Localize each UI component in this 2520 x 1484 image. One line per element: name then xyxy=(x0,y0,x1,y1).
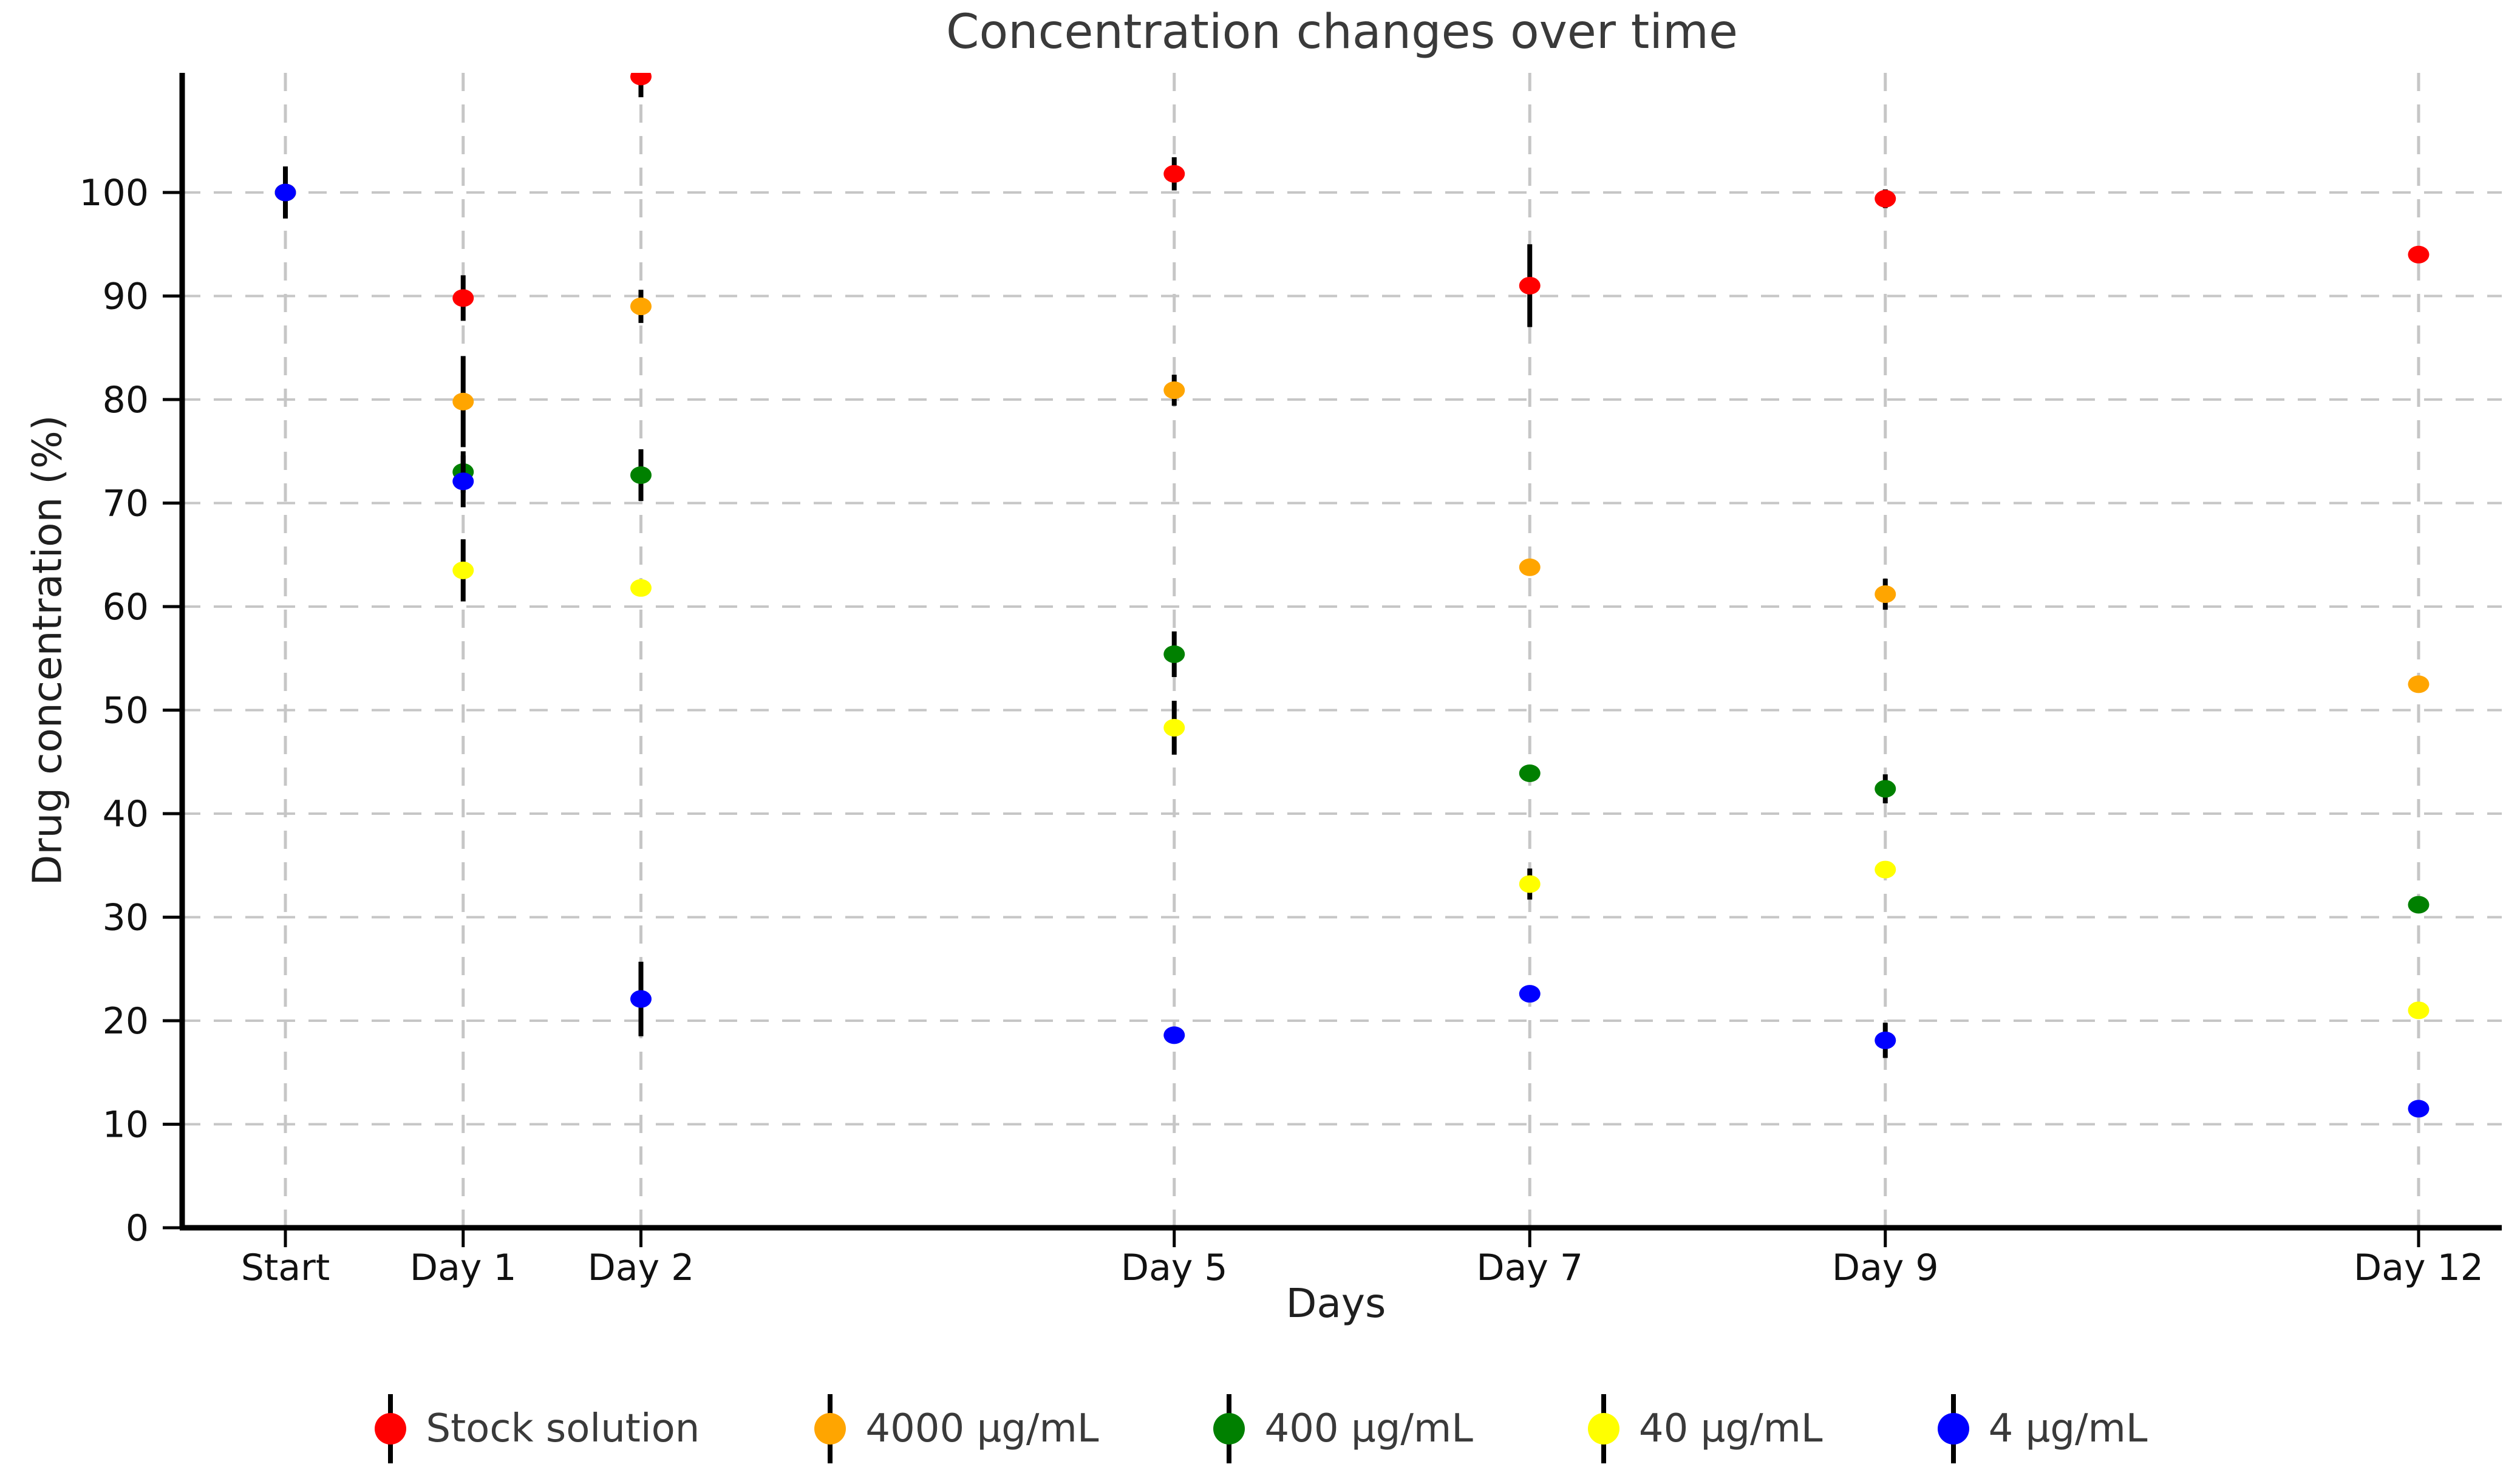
data-point xyxy=(452,561,474,579)
legend-item: 4 µg/mL xyxy=(1935,1389,2148,1468)
legend-item: 40 µg/mL xyxy=(1585,1389,1823,1468)
legend-item: 4000 µg/mL xyxy=(812,1389,1098,1468)
y-tick-label: 90 xyxy=(103,276,149,318)
x-tick-label: Day 12 xyxy=(2354,1247,2484,1289)
legend-label: 40 µg/mL xyxy=(1638,1406,1823,1451)
data-point xyxy=(1519,276,1541,294)
data-point xyxy=(630,990,652,1008)
x-tick-label: Day 9 xyxy=(1832,1247,1939,1289)
y-tick-label: 10 xyxy=(103,1104,149,1146)
legend-label: Stock solution xyxy=(426,1406,700,1451)
y-tick-label: 70 xyxy=(103,483,149,525)
legend-dot xyxy=(375,1413,407,1445)
errorbar-marker-icon xyxy=(1937,1394,1969,1463)
axis-tick-labels: 0 10 20 30 40 50 60 70 80 90 100 Start Day 1 Day 2 Day… xyxy=(79,172,2483,1289)
x-tick-label: Start xyxy=(241,1247,330,1289)
data-point xyxy=(630,466,652,484)
x-tick-label: Day 7 xyxy=(1476,1247,1583,1289)
legend-item: Stock solution xyxy=(372,1389,700,1468)
chart-title: Concentration changes over time xyxy=(945,5,1738,60)
data-point xyxy=(1519,875,1541,893)
data-point xyxy=(1163,381,1185,400)
errorbar-marker-icon xyxy=(814,1394,846,1463)
data-point xyxy=(630,298,652,316)
legend-label: 4000 µg/mL xyxy=(865,1406,1099,1451)
data-point xyxy=(1163,165,1185,183)
data-point xyxy=(1519,985,1541,1003)
data-point xyxy=(1875,780,1896,798)
data-point xyxy=(274,183,296,202)
data-point xyxy=(452,289,474,307)
data-point xyxy=(1875,585,1896,604)
data-point xyxy=(2408,896,2430,914)
data-point xyxy=(452,392,474,410)
data-point xyxy=(1163,645,1185,663)
data-point xyxy=(1519,558,1541,576)
y-axis-label: Drug concentration (%) xyxy=(24,415,71,886)
axis-ticks xyxy=(163,191,2420,1247)
errorbar-marker-icon xyxy=(1587,1394,1619,1463)
legend-label: 400 µg/mL xyxy=(1264,1406,1473,1451)
x-tick-label: Day 5 xyxy=(1121,1247,1228,1289)
errorbar-marker-icon xyxy=(1213,1394,1245,1463)
data-point xyxy=(2408,245,2430,264)
data-point xyxy=(2408,1100,2430,1118)
y-tick-label: 50 xyxy=(103,690,149,732)
data-point xyxy=(2408,1001,2430,1019)
data-point xyxy=(1875,1031,1896,1049)
legend-item: 400 µg/mL xyxy=(1211,1389,1473,1468)
y-tick-label: 100 xyxy=(79,172,149,214)
data-point xyxy=(1519,764,1541,783)
data-point xyxy=(1875,189,1896,208)
data-series xyxy=(274,73,2430,1118)
series-4000-g-ml xyxy=(274,166,2430,693)
data-point xyxy=(452,472,474,491)
y-tick-label: 60 xyxy=(103,586,149,628)
series-400-g-ml xyxy=(274,166,2430,914)
data-point xyxy=(1163,718,1185,737)
legend-dot xyxy=(1213,1413,1245,1445)
data-point xyxy=(630,579,652,597)
data-point xyxy=(2408,675,2430,693)
legend: Stock solution 4000 µg/mL 400 µg/mL 40 µg/m… xyxy=(0,1389,2520,1468)
series-40-g-ml xyxy=(274,166,2430,1019)
y-tick-label: 0 xyxy=(126,1207,149,1250)
gridlines xyxy=(182,73,2502,1229)
data-point xyxy=(630,73,652,86)
y-tick-label: 80 xyxy=(103,379,149,421)
legend-dot xyxy=(1587,1413,1619,1445)
axis-spines xyxy=(179,73,2502,1231)
legend-dot xyxy=(1937,1413,1969,1445)
x-tick-label: Day 1 xyxy=(410,1247,517,1289)
data-point xyxy=(1875,860,1896,879)
y-tick-label: 30 xyxy=(103,897,149,939)
x-tick-label: Day 2 xyxy=(588,1247,695,1289)
legend-dot xyxy=(814,1413,846,1445)
y-tick-label: 40 xyxy=(103,793,149,836)
data-point xyxy=(1163,1026,1185,1044)
y-tick-label: 20 xyxy=(103,1000,149,1043)
x-axis-label: Days xyxy=(1286,1280,1386,1327)
series-4-g-ml xyxy=(274,166,2430,1118)
legend-label: 4 µg/mL xyxy=(1988,1406,2148,1451)
errorbar-marker-icon xyxy=(375,1394,407,1463)
